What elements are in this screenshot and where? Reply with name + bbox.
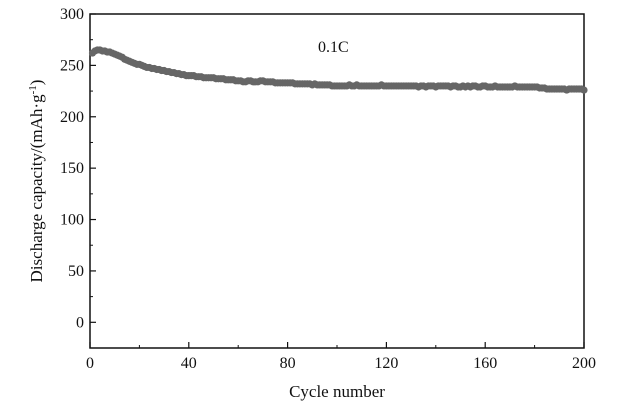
- data-point: [580, 86, 588, 94]
- x-tick-label: 120: [374, 355, 398, 372]
- y-tick-label: 150: [60, 160, 84, 177]
- x-tick-label: 40: [181, 355, 197, 372]
- y-axis-title-close: ): [27, 80, 46, 86]
- y-axis-ticks: 0 50 100 150 200 250 300: [60, 6, 96, 331]
- x-tick-label: 160: [473, 355, 497, 372]
- data-series: [88, 46, 588, 94]
- x-axis-ticks: 0 40 80 120 160 200: [86, 342, 596, 372]
- y-axis-title-main: Discharge capacity/(mAh·g: [27, 94, 46, 283]
- plot-frame: [89, 13, 585, 349]
- x-tick-label: 80: [280, 355, 296, 372]
- annotation-label: 0.1C: [318, 39, 349, 56]
- y-axis-title-sup: -1: [27, 85, 39, 94]
- y-tick-label: 50: [68, 263, 84, 280]
- y-tick-label: 0: [76, 314, 84, 331]
- x-tick-label: 200: [572, 355, 596, 372]
- y-tick-label: 100: [60, 212, 84, 229]
- x-tick-label: 0: [86, 355, 94, 372]
- y-tick-label: 250: [60, 57, 84, 74]
- x-axis-title: Cycle number: [289, 382, 385, 401]
- y-axis-title: Discharge capacity/(mAh·g-1): [27, 80, 46, 283]
- y-tick-label: 300: [60, 6, 84, 23]
- y-tick-label: 200: [60, 109, 84, 126]
